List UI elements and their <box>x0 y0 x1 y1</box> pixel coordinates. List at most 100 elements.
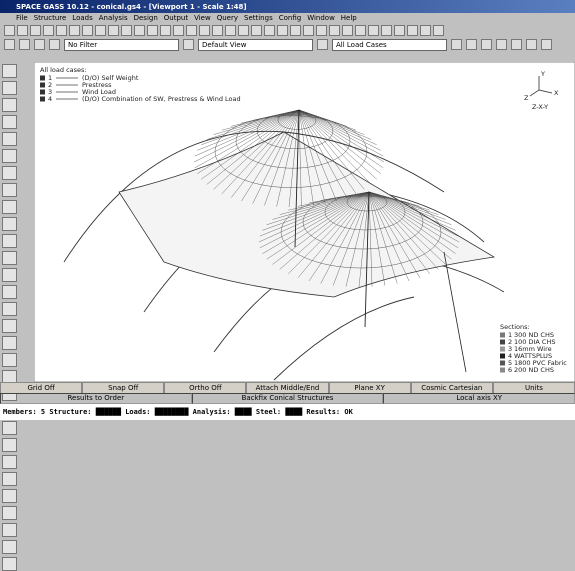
tool-button[interactable] <box>2 336 17 350</box>
info-field: Local axis XY <box>383 393 575 404</box>
tool-button[interactable] <box>147 25 158 36</box>
tool-button[interactable] <box>466 39 477 50</box>
tool-button[interactable] <box>496 39 507 50</box>
tool-button[interactable] <box>95 25 106 36</box>
tool-button[interactable] <box>2 98 17 112</box>
tool-button[interactable] <box>2 455 17 469</box>
tool-button[interactable] <box>2 132 17 146</box>
tool-button[interactable] <box>17 25 28 36</box>
tool-button[interactable] <box>394 25 405 36</box>
tool-button[interactable] <box>4 39 15 50</box>
tool-button[interactable] <box>2 183 17 197</box>
tool-button[interactable] <box>2 506 17 520</box>
menu-item[interactable]: View <box>194 14 211 22</box>
tool-button[interactable] <box>368 25 379 36</box>
tool-button[interactable] <box>19 39 30 50</box>
tool-button[interactable] <box>251 25 262 36</box>
menu-item[interactable]: Window <box>307 14 335 22</box>
tool-button[interactable] <box>355 25 366 36</box>
menu-item[interactable]: Loads <box>72 14 92 22</box>
dropdown[interactable]: No Filter <box>64 39 179 51</box>
axis-label: Z <box>524 94 529 102</box>
tool-button[interactable] <box>2 115 17 129</box>
tool-button[interactable] <box>160 25 171 36</box>
axis-label: Y <box>540 70 545 78</box>
tool-button[interactable] <box>2 64 17 78</box>
tool-button[interactable] <box>238 25 249 36</box>
tool-button[interactable] <box>420 25 431 36</box>
menu-item[interactable]: Query <box>217 14 238 22</box>
tool-button[interactable] <box>34 39 45 50</box>
tool-button[interactable] <box>2 489 17 503</box>
tool-button[interactable] <box>2 268 17 282</box>
section-swatch <box>500 368 505 373</box>
tool-button[interactable] <box>2 285 17 299</box>
menu-item[interactable]: Design <box>134 14 158 22</box>
menu-item[interactable]: Analysis <box>99 14 128 22</box>
tool-button[interactable] <box>2 319 17 333</box>
menu-item[interactable]: Settings <box>244 14 273 22</box>
tool-button[interactable] <box>2 251 17 265</box>
tool-button[interactable] <box>303 25 314 36</box>
tool-button[interactable] <box>277 25 288 36</box>
tool-button[interactable] <box>290 25 301 36</box>
tool-button[interactable] <box>2 421 17 435</box>
tool-button[interactable] <box>4 25 15 36</box>
tool-button[interactable] <box>199 25 210 36</box>
tool-button[interactable] <box>2 438 17 452</box>
tool-button[interactable] <box>317 39 328 50</box>
menu-item[interactable]: Help <box>341 14 357 22</box>
section-swatch <box>500 333 505 338</box>
menu-item[interactable]: Output <box>164 14 188 22</box>
section-swatch <box>500 354 505 359</box>
tool-button[interactable] <box>43 25 54 36</box>
tool-button[interactable] <box>2 353 17 367</box>
tool-button[interactable] <box>2 234 17 248</box>
dropdown[interactable]: Default View <box>198 39 313 51</box>
tool-button[interactable] <box>2 217 17 231</box>
tool-button[interactable] <box>121 25 132 36</box>
tool-button[interactable] <box>381 25 392 36</box>
tool-button[interactable] <box>342 25 353 36</box>
tool-button[interactable] <box>526 39 537 50</box>
tool-button[interactable] <box>56 25 67 36</box>
tool-button[interactable] <box>451 39 462 50</box>
legend-number: 4 <box>48 95 52 103</box>
tool-button[interactable] <box>433 25 444 36</box>
tool-button[interactable] <box>173 25 184 36</box>
tool-button[interactable] <box>2 149 17 163</box>
tool-button[interactable] <box>183 39 194 50</box>
tool-button[interactable] <box>49 39 60 50</box>
tool-button[interactable] <box>2 200 17 214</box>
tool-button[interactable] <box>264 25 275 36</box>
info-field: Backfix Conical Structures <box>192 393 384 404</box>
tool-button[interactable] <box>2 540 17 554</box>
tool-button[interactable] <box>212 25 223 36</box>
tool-button[interactable] <box>82 25 93 36</box>
tool-button[interactable] <box>69 25 80 36</box>
tool-button[interactable] <box>225 25 236 36</box>
tool-button[interactable] <box>2 81 17 95</box>
tool-button[interactable] <box>134 25 145 36</box>
tool-button[interactable] <box>30 25 41 36</box>
tool-button[interactable] <box>2 472 17 486</box>
tool-button[interactable] <box>511 39 522 50</box>
tool-button[interactable] <box>186 25 197 36</box>
menu-item[interactable]: File <box>16 14 28 22</box>
title-bar: SPACE GASS 10.12 - conical.gs4 - [Viewpo… <box>0 0 575 13</box>
tool-button[interactable] <box>108 25 119 36</box>
tool-button[interactable] <box>2 166 17 180</box>
tool-button[interactable] <box>316 25 327 36</box>
dropdown[interactable]: All Load Cases <box>332 39 447 51</box>
tool-button[interactable] <box>2 302 17 316</box>
tool-button[interactable] <box>407 25 418 36</box>
tool-button[interactable] <box>329 25 340 36</box>
tool-button[interactable] <box>541 39 552 50</box>
toolbar: No Filter Default View All Load Cases <box>0 37 575 52</box>
legend-swatch <box>40 97 45 102</box>
tool-button[interactable] <box>2 523 17 537</box>
menu-item[interactable]: Structure <box>34 14 67 22</box>
tool-button[interactable] <box>481 39 492 50</box>
tool-button[interactable] <box>2 557 17 571</box>
menu-item[interactable]: Config <box>279 14 301 22</box>
